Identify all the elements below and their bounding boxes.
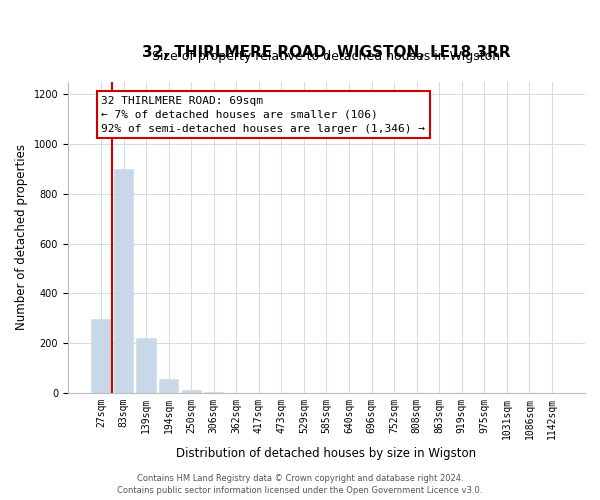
Text: 32 THIRLMERE ROAD: 69sqm
← 7% of detached houses are smaller (106)
92% of semi-d: 32 THIRLMERE ROAD: 69sqm ← 7% of detache… bbox=[101, 96, 425, 134]
X-axis label: Distribution of detached houses by size in Wigston: Distribution of detached houses by size … bbox=[176, 447, 476, 460]
Bar bbox=[136, 338, 155, 392]
Bar bbox=[91, 320, 110, 392]
Bar bbox=[114, 169, 133, 392]
Title: 32, THIRLMERE ROAD, WIGSTON, LE18 3RR: 32, THIRLMERE ROAD, WIGSTON, LE18 3RR bbox=[142, 45, 511, 60]
Bar bbox=[159, 379, 178, 392]
Text: Contains HM Land Registry data © Crown copyright and database right 2024.
Contai: Contains HM Land Registry data © Crown c… bbox=[118, 474, 482, 495]
Text: Size of property relative to detached houses in Wigston: Size of property relative to detached ho… bbox=[152, 50, 500, 64]
Bar bbox=[182, 390, 201, 392]
Y-axis label: Number of detached properties: Number of detached properties bbox=[15, 144, 28, 330]
